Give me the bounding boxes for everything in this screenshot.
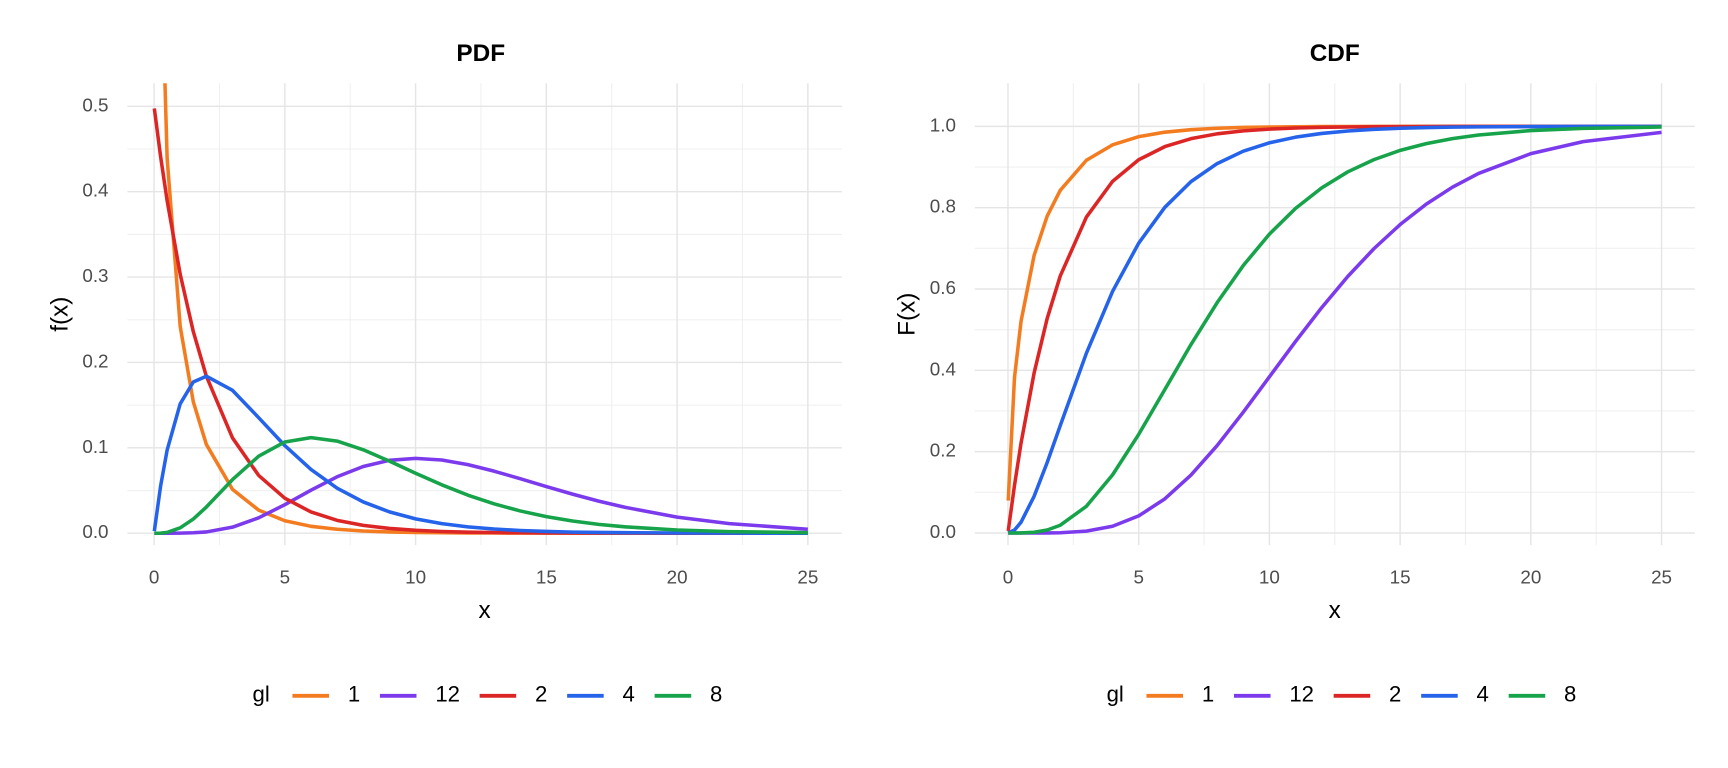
x-tick-label: 20 — [667, 566, 688, 587]
y-tick-label: 1.0 — [930, 114, 956, 135]
x-tick-label: 25 — [797, 566, 818, 587]
panel: 0 5 10 15 20 25 0.0 0.2 0.4 0.6 0.8 1.0 CDF x F(x) gl 1 1… — [894, 40, 1695, 707]
x-tick-label: 25 — [1651, 566, 1672, 587]
x-tick-label: 5 — [280, 566, 290, 587]
series-line — [152, 374, 808, 535]
chart-title: PDF — [456, 40, 505, 67]
y-tick-label: 0.5 — [82, 94, 108, 115]
y-tick-label: 0.8 — [930, 196, 956, 217]
legend-label: 12 — [435, 682, 460, 707]
legend-label: 8 — [1564, 682, 1576, 707]
legend-label: 2 — [535, 682, 547, 707]
legend-label: 8 — [710, 682, 722, 707]
y-tick-label: 0.0 — [930, 521, 956, 542]
x-tick-label: 15 — [536, 566, 557, 587]
legend-title: gl — [253, 682, 270, 707]
series-line — [1008, 125, 1662, 535]
series-line — [1008, 130, 1662, 535]
legend-label: 1 — [1202, 682, 1214, 707]
x-tick-label: 0 — [149, 566, 159, 587]
legend-label: 4 — [623, 682, 635, 707]
y-tick-label: 0.2 — [82, 350, 108, 371]
series-line — [154, 435, 808, 535]
y-tick-label: 0.3 — [82, 265, 108, 286]
y-tick-label: 0.1 — [82, 436, 108, 457]
x-tick-label: 20 — [1520, 566, 1541, 587]
legend-label: 2 — [1389, 682, 1401, 707]
x-tick-label: 10 — [1259, 566, 1280, 587]
x-axis-title: x — [479, 597, 491, 624]
legend-label: 1 — [348, 682, 360, 707]
y-tick-label: 0.2 — [930, 440, 956, 461]
legend-label: 4 — [1477, 682, 1489, 707]
y-tick-label: 0.4 — [82, 180, 108, 201]
y-axis-title: F(x) — [894, 293, 921, 336]
legend-title: gl — [1107, 682, 1124, 707]
x-axis-title: x — [1329, 597, 1341, 624]
x-tick-label: 15 — [1390, 566, 1411, 587]
chart-title: CDF — [1310, 40, 1360, 67]
legend-label: 12 — [1289, 682, 1314, 707]
y-tick-label: 0.4 — [930, 358, 956, 379]
x-tick-label: 0 — [1003, 566, 1013, 587]
y-tick-label: 0.0 — [82, 521, 108, 542]
series-line — [1007, 124, 1662, 535]
y-tick-label: 0.6 — [930, 277, 956, 298]
x-tick-label: 10 — [405, 566, 426, 587]
panel: 0 5 10 15 20 25 0.0 0.1 0.2 0.3 0.4 0.5 PDF x f(x) gl 1 1… — [46, 40, 842, 707]
y-axis-title: f(x) — [46, 297, 73, 332]
x-tick-label: 5 — [1133, 566, 1143, 587]
